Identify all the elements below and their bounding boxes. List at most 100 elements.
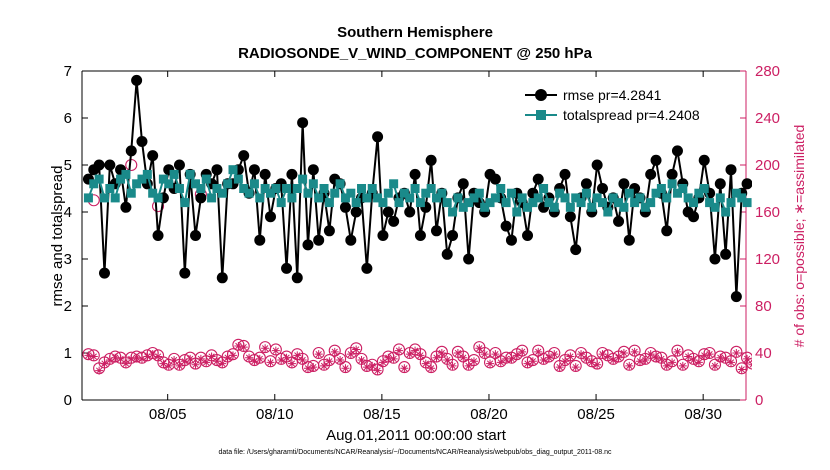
totalspread-point [421,188,431,198]
rmse-point [345,234,357,246]
possible-obs-point [516,344,529,357]
totalspread-point [710,202,720,212]
totalspread-point [196,184,206,193]
x-tick-label: 08/25 [577,406,615,423]
totalspread-point [431,193,441,203]
assimilated-obs-point [389,354,398,363]
assimilated-obs-point [662,361,671,370]
assimilated-obs-point [378,358,387,367]
assimilated-obs-point [368,361,377,370]
assimilated-obs-point [421,359,430,368]
y2-tick-label: 40 [755,345,772,362]
rmse-point [457,178,469,190]
x-tick-label: 08/10 [256,406,294,423]
totalspread-point [282,184,292,193]
totalspread-point [549,202,559,212]
assimilated-obs-point [175,361,184,370]
totalspread-point [555,188,565,198]
y2-tick-label: 200 [755,157,780,174]
rmse-point [323,225,335,237]
rmse-point [211,164,223,176]
rmse-point [414,230,426,241]
totalspread-point [142,169,152,179]
totalspread-point [158,174,168,184]
assimilated-obs-point [710,361,719,370]
totalspread-point [121,169,131,179]
assimilated-obs-point [170,356,179,365]
series-layer [82,74,752,376]
assimilated-obs-point [657,354,666,363]
assimilated-obs-point [743,354,752,363]
assimilated-obs-point [266,358,275,367]
rmse-point [216,272,228,284]
assimilated-obs-point [303,364,312,373]
assimilated-obs-point [362,363,371,372]
assimilated-obs-point [689,356,698,365]
assimilated-obs-point [641,356,650,365]
rmse-point [725,164,737,176]
chart-title: Southern Hemisphere [337,24,493,41]
assimilated-obs-point [202,358,211,367]
assimilated-obs-point [582,354,591,363]
totalspread-point [174,184,184,193]
chart-subtitle: RADIOSONDE_V_WIND_COMPONENT @ 250 hPa [238,45,593,62]
totalspread-point [271,184,281,193]
assimilated-obs-point [373,366,382,375]
rmse-point [688,211,700,223]
assimilated-obs-point [207,352,216,361]
assimilated-obs-point [196,354,205,363]
rmse-point [623,234,635,246]
rmse-point [254,234,266,246]
totalspread-point [437,188,447,198]
assimilated-obs-point [721,354,730,363]
assimilated-obs-point [293,351,302,360]
y-tick-label: 2 [64,298,72,315]
assimilated-obs-point [614,353,623,362]
possible-obs-point [350,342,363,355]
assimilated-obs-point [271,346,280,355]
rmse-point [730,291,742,303]
rmse-point [447,230,459,241]
rmse-point [302,239,314,251]
y-tick-label: 3 [64,251,72,268]
totalspread-point [191,179,201,189]
assimilated-obs-point [603,352,612,361]
totalspread-point [378,198,388,208]
assimilated-obs-point [437,349,446,357]
totalspread-points [83,165,752,217]
totalspread-point [233,174,243,184]
totalspread-point [512,207,522,217]
assimilated-obs-point [411,346,420,355]
x-tick-label: 08/20 [470,406,508,423]
totalspread-point [587,202,597,212]
assimilated-obs-point [694,358,703,367]
possible-obs-point [569,359,582,372]
totalspread-point [362,193,372,203]
y-axis-label: rmse and totalspread [49,166,66,307]
totalspread-point [592,193,602,203]
rmse-point [388,215,400,227]
totalspread-point [721,207,731,217]
totalspread-point [464,198,474,208]
totalspread-point [223,179,233,189]
totalspread-point [314,193,324,203]
totalspread-point [335,179,345,189]
totalspread-point [265,188,275,198]
totalspread-point [517,193,527,203]
totalspread-point [394,198,404,208]
totalspread-point [726,198,736,208]
rmse-point [307,164,319,176]
assimilated-obs-point [593,360,602,369]
totalspread-point [410,184,420,193]
y2-tick-label: 280 [755,63,780,80]
assimilated-obs-point [475,344,484,353]
totalspread-point [116,174,126,184]
totalspread-point [201,174,211,184]
rmse-point [152,230,164,241]
totalspread-point [415,198,425,208]
rmse-point [709,253,721,265]
totalspread-point [597,198,607,208]
rmse-point [147,150,159,162]
rmse-point [195,192,207,204]
y2-tick-label: 160 [755,204,780,221]
